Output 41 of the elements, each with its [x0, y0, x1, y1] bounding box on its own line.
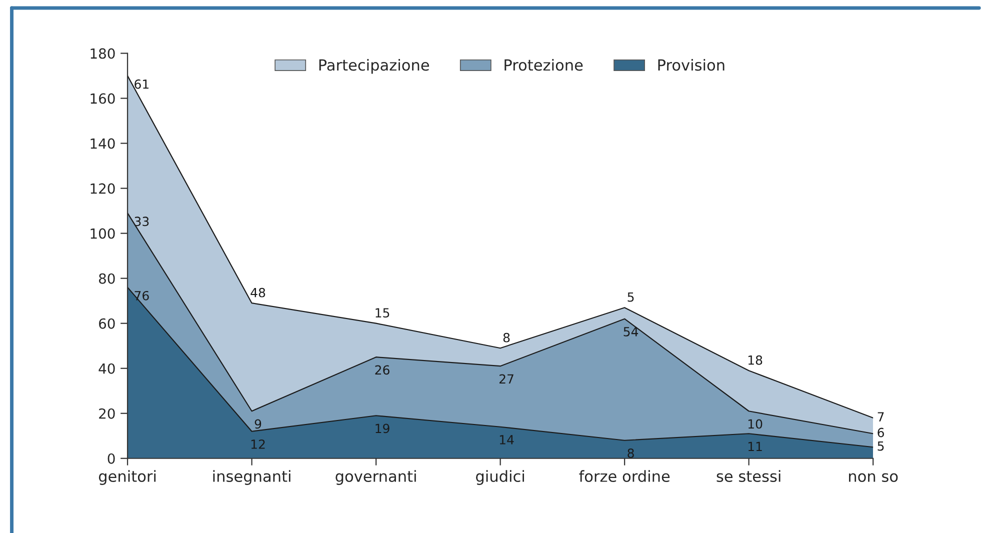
data-label: 76 [134, 290, 149, 300]
y-tick-label: 0 [108, 453, 115, 464]
data-label: 15 [376, 308, 390, 318]
x-tick-label: giudici [476, 470, 524, 485]
data-label: 18 [748, 355, 762, 365]
y-tick-label: 180 [90, 48, 115, 59]
data-label: 19 [376, 424, 390, 434]
y-tick-label: 60 [99, 318, 115, 329]
y-tick-label: 80 [98, 273, 115, 284]
data-label: 11 [748, 442, 762, 451]
data-label: 48 [250, 288, 266, 298]
y-tick-label: 160 [90, 93, 115, 104]
data-label: 14 [500, 435, 514, 444]
y-tick-label: 140 [90, 138, 115, 149]
data-label: 7 [878, 412, 884, 422]
y-tick-label: 40 [98, 363, 115, 374]
data-label: 26 [375, 365, 390, 375]
legend-label: Protezione [504, 58, 583, 71]
data-label: 9 [254, 419, 262, 429]
x-tick-label: insegnanti [213, 470, 290, 485]
data-label: 5 [628, 292, 634, 302]
data-label: 61 [134, 79, 148, 89]
data-label: 27 [499, 374, 514, 384]
data-label: 8 [503, 332, 510, 342]
data-label: 54 [624, 327, 638, 336]
x-tick-label: se stessi [716, 470, 780, 482]
x-tick-label: forze ordine [579, 470, 670, 482]
legend-label: Partecipazione [319, 58, 429, 74]
x-tick-label: governanti [336, 470, 416, 485]
data-label: 5 [878, 441, 884, 451]
y-tick-label: 20 [99, 408, 115, 419]
data-label: 10 [748, 419, 762, 429]
legend-label: Provision [658, 58, 724, 71]
data-label: 33 [134, 216, 149, 226]
x-tick-label: non so [849, 473, 898, 482]
x-tick-label: genitori [98, 470, 156, 485]
y-tick-label: 120 [90, 183, 115, 194]
data-label: 8 [628, 448, 634, 458]
y-tick-label: 100 [90, 228, 115, 239]
data-label: 6 [878, 428, 884, 438]
data-label: 12 [251, 439, 265, 449]
